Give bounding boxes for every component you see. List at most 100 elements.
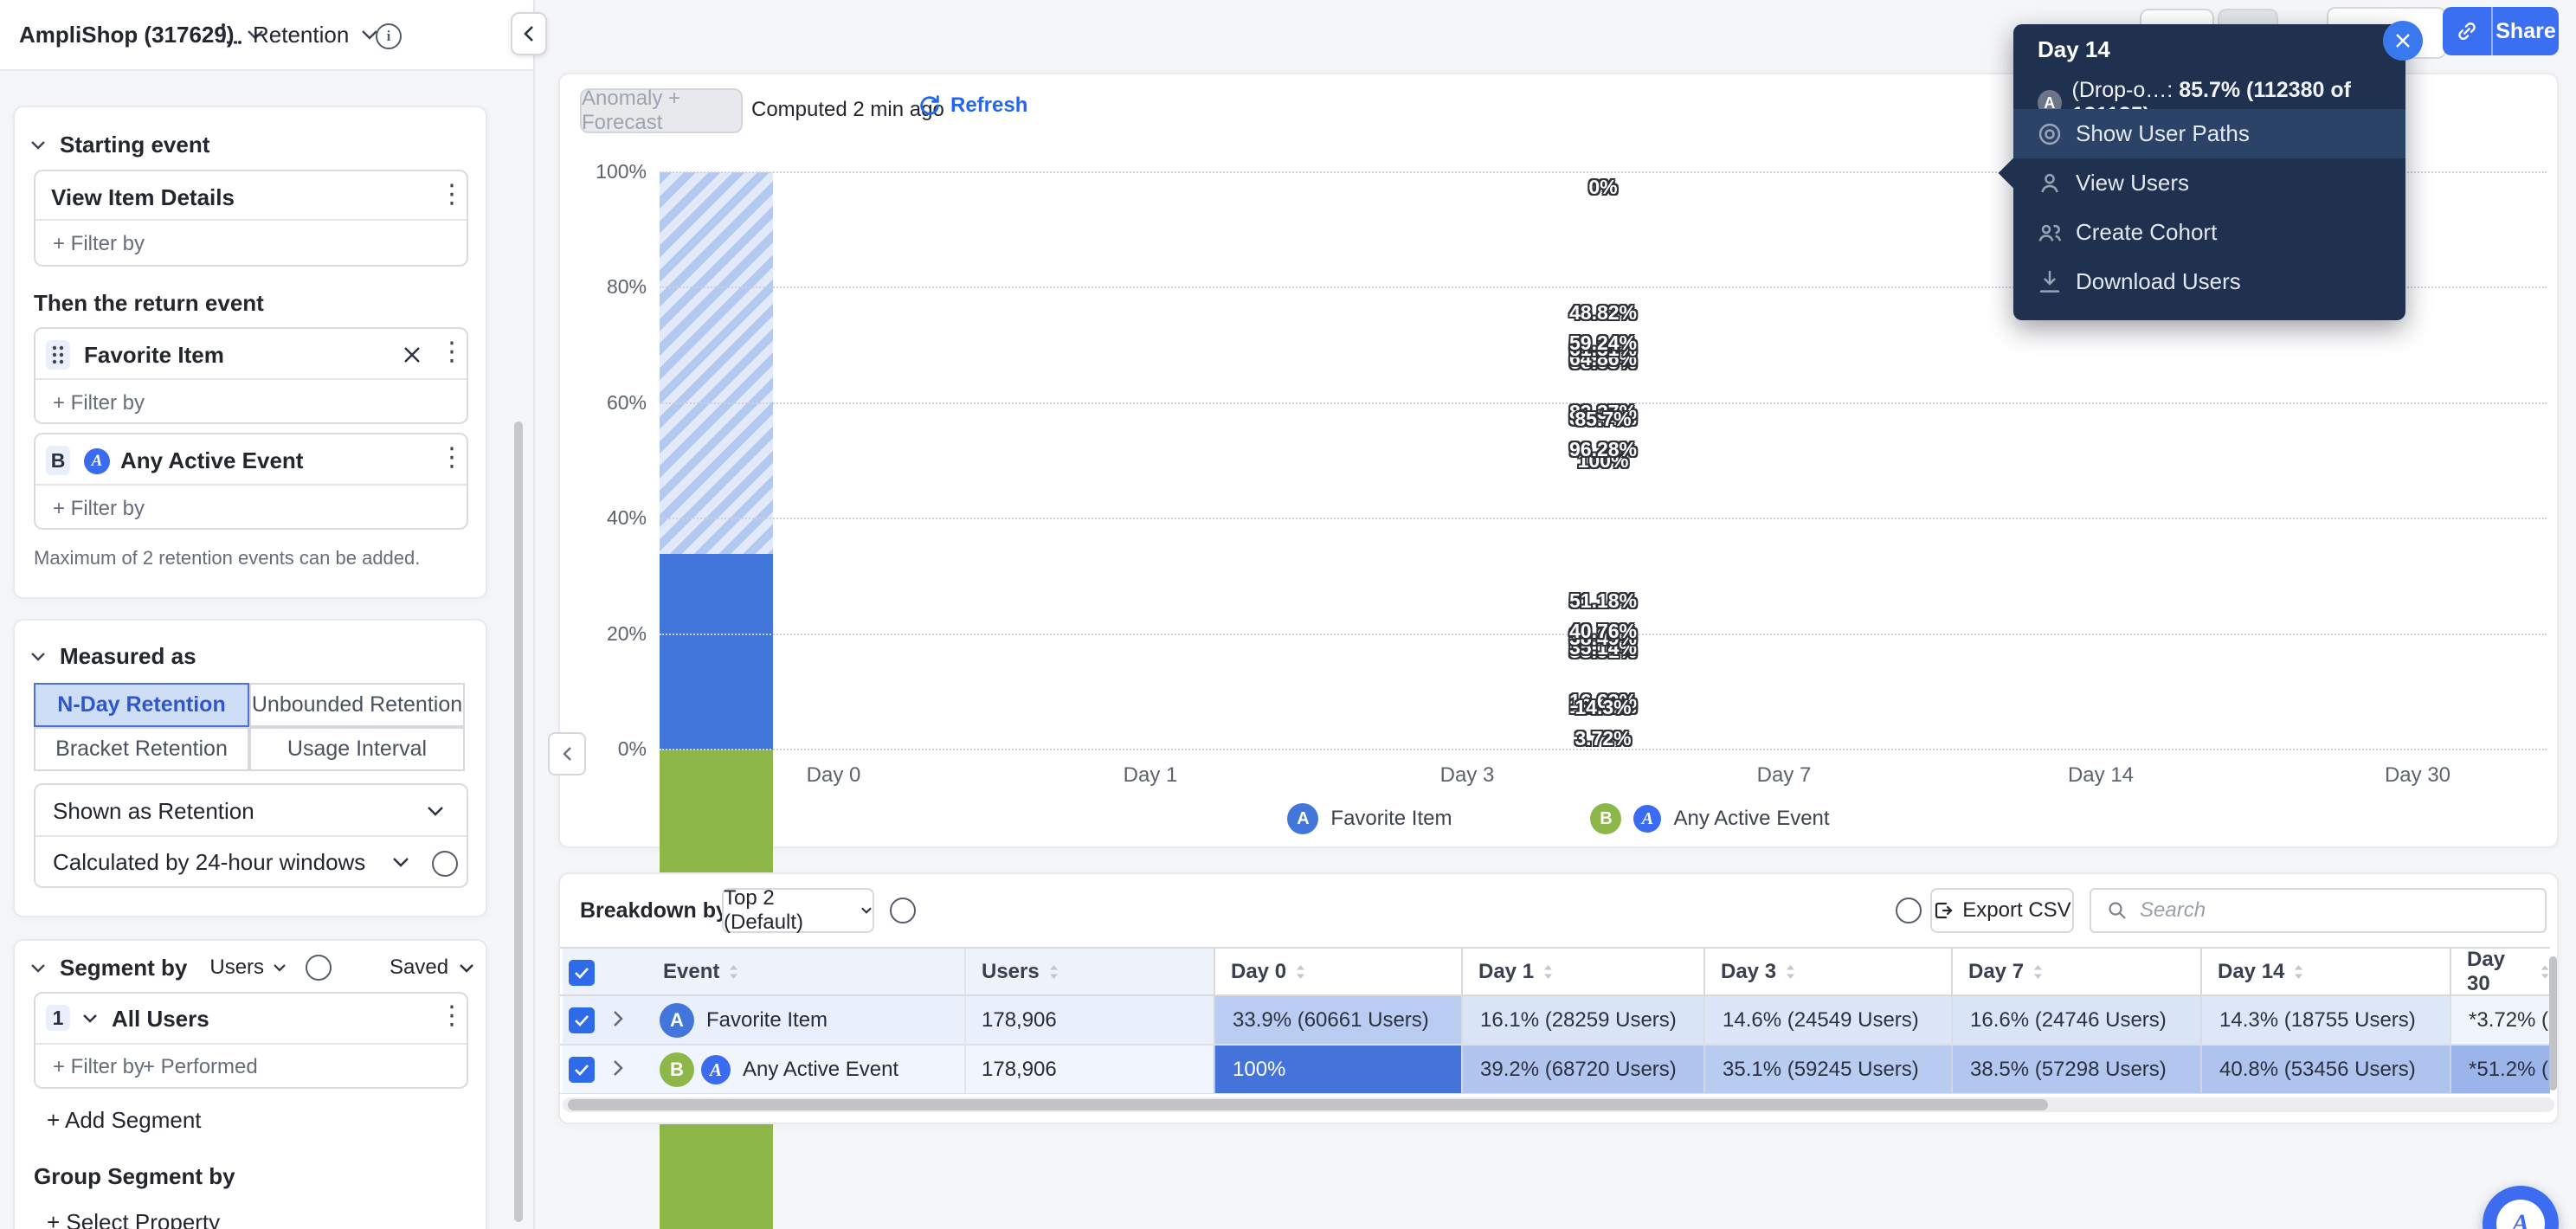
select-all-checkbox[interactable]	[569, 960, 595, 986]
sort-icon[interactable]	[1542, 963, 1554, 981]
day-cell[interactable]: 35.1% (59245 Users)	[1703, 1046, 1951, 1093]
breakdown-dropdown[interactable]: Top 2 (Default)	[722, 886, 874, 934]
chevron-down-icon[interactable]	[30, 963, 46, 973]
search-input[interactable]	[2138, 898, 2545, 923]
event-name-cell[interactable]: Any Active Event	[743, 1057, 899, 1081]
bar-day0-A[interactable]: 66.09% 33.91%	[660, 172, 1637, 750]
day14-context-menu: Day 14 A (Drop-o…: 85.7% (112380 of 1311…	[1998, 24, 2405, 320]
measured-as-section-header[interactable]: Measured as	[30, 643, 196, 670]
analysis-info-icon[interactable]: i	[376, 23, 402, 49]
chart-scroll-left-button[interactable]	[548, 732, 586, 775]
filter-by-button[interactable]: + Filter by	[53, 497, 145, 520]
select-property-button[interactable]: + Select Property	[47, 1209, 221, 1229]
copy-link-button[interactable]	[2443, 7, 2493, 55]
day-cell[interactable]: 40.8% (53456 Users)	[2200, 1046, 2450, 1093]
analysis-type-selector[interactable]: Retention	[253, 0, 378, 69]
table-info-icon[interactable]	[1896, 898, 1922, 923]
menu-item-show-user-paths[interactable]: Show User Paths	[2013, 109, 2405, 158]
sort-icon[interactable]	[2540, 963, 2550, 981]
refresh-button[interactable]: Refresh	[918, 93, 1027, 118]
kebab-menu-icon[interactable]: ⋮	[439, 443, 465, 472]
saved-segments-selector[interactable]: Saved	[390, 955, 474, 981]
anomaly-forecast-button[interactable]: Anomaly + Forecast	[580, 87, 743, 134]
export-csv-button[interactable]: Export CSV	[1930, 888, 2074, 933]
kebab-menu-icon[interactable]: ⋮	[439, 338, 465, 366]
sort-icon[interactable]	[728, 963, 739, 981]
sort-icon[interactable]	[2293, 963, 2304, 981]
sort-icon[interactable]	[2032, 963, 2044, 981]
day-cell[interactable]: 16.1% (28259 Users)	[1461, 996, 1703, 1044]
filter-by-button[interactable]: + Filter by	[53, 1055, 145, 1078]
table-hscroll-thumb[interactable]	[568, 1099, 2048, 1110]
sidebar-collapse-button[interactable]	[511, 12, 547, 55]
sort-icon[interactable]	[1048, 963, 1059, 981]
day-cell[interactable]: *3.72% (12	[2450, 996, 2550, 1044]
menu-item-view-users[interactable]: View Users	[2013, 158, 2405, 208]
measured-as-option-usage-interval[interactable]: Usage Interval	[249, 727, 465, 771]
day-cell[interactable]: 14.6% (24549 Users)	[1703, 996, 1951, 1044]
measured-as-option-unbounded-retention[interactable]: Unbounded Retention	[249, 683, 465, 727]
sort-icon[interactable]	[1785, 963, 1796, 981]
add-segment-button[interactable]: + Add Segment	[47, 1107, 202, 1133]
event-name-cell[interactable]: Favorite Item	[706, 1007, 828, 1032]
starting-event-name[interactable]: View Item Details	[51, 184, 235, 210]
sidebar-scrollbar[interactable]	[514, 421, 523, 1222]
day-cell[interactable]: 100%	[1214, 1046, 1461, 1093]
day-cell[interactable]: 39.2% (68720 Users)	[1461, 1046, 1703, 1093]
column-header-day7[interactable]: Day 7	[1968, 949, 2044, 994]
bar-dropped-segment[interactable]	[660, 172, 773, 554]
column-header-day3[interactable]: Day 3	[1721, 949, 1796, 994]
column-header-day1[interactable]: Day 1	[1478, 949, 1554, 994]
kebab-menu-icon[interactable]: ⋮	[439, 180, 465, 209]
starting-event-section-header[interactable]: Starting event	[30, 132, 209, 158]
kebab-menu-icon[interactable]: ⋮	[439, 1001, 465, 1030]
menu-item-create-cohort[interactable]: Create Cohort	[2013, 208, 2405, 257]
column-header-users[interactable]: Users	[982, 949, 1059, 994]
row-checkbox[interactable]	[569, 1007, 595, 1033]
segment-mode-selector[interactable]: Users	[209, 956, 265, 979]
column-divider	[2200, 949, 2202, 994]
table-vscroll-thumb[interactable]	[2549, 956, 2557, 1091]
column-header-day30[interactable]: Day 30	[2467, 948, 2550, 995]
legend-item-B[interactable]: B A Any Active Event	[1590, 803, 1830, 834]
chevron-down-icon[interactable]	[392, 857, 409, 867]
measured-as-option-bracket-retention[interactable]: Bracket Retention	[34, 727, 249, 771]
measured-as-option-n-day-retention[interactable]: N-Day Retention	[34, 683, 249, 727]
row-checkbox[interactable]	[569, 1057, 595, 1083]
day-cell[interactable]: 38.5% (57298 Users)	[1951, 1046, 2200, 1093]
sort-icon[interactable]	[1295, 963, 1306, 981]
day-cell[interactable]: 16.6% (24746 Users)	[1951, 996, 2200, 1044]
breakdown-info-icon[interactable]	[890, 898, 916, 923]
shown-as-selector[interactable]: Shown as Retention	[53, 798, 254, 824]
return-event-b-name[interactable]: Any Active Event	[120, 447, 304, 473]
day-cell[interactable]: 14.3% (18755 Users)	[2200, 996, 2450, 1044]
remove-event-icon[interactable]	[402, 345, 422, 364]
chevron-down-icon[interactable]	[82, 1013, 98, 1023]
column-header-day0[interactable]: Day 0	[1231, 949, 1306, 994]
share-button[interactable]: Share	[2493, 7, 2559, 55]
column-header-event[interactable]: Event	[663, 949, 739, 994]
segment-info-icon[interactable]	[306, 955, 332, 981]
day-cell[interactable]: *51.2% (17	[2450, 1046, 2550, 1093]
filter-by-button[interactable]: + Filter by	[53, 391, 145, 415]
segment-name[interactable]: All Users	[112, 1006, 209, 1032]
performed-button[interactable]: + Performed	[143, 1055, 258, 1078]
bar-retained-segment[interactable]	[660, 553, 773, 750]
chevron-down-icon[interactable]	[427, 806, 444, 816]
row-expander[interactable]	[613, 1010, 623, 1032]
calculated-by-info-icon[interactable]	[432, 851, 458, 877]
chevron-down-icon	[247, 30, 263, 40]
assistant-floating-button[interactable]: A	[2483, 1186, 2559, 1229]
return-event-a-name[interactable]: Favorite Item	[84, 342, 224, 368]
day-cell[interactable]: 33.9% (60661 Users)	[1214, 996, 1461, 1044]
close-tooltip-button[interactable]	[2383, 21, 2423, 61]
menu-item-download-users[interactable]: Download Users	[2013, 257, 2405, 306]
drag-handle[interactable]	[46, 340, 70, 370]
row-expander[interactable]	[613, 1059, 623, 1081]
project-selector[interactable]: AmpliShop (317629)	[19, 0, 264, 69]
column-header-day14[interactable]: Day 14	[2218, 949, 2304, 994]
filter-by-button[interactable]: + Filter by	[53, 232, 145, 255]
calculated-by-selector[interactable]: Calculated by 24-hour windows	[53, 849, 366, 875]
event-series-badge: A	[660, 1003, 694, 1038]
legend-item-A[interactable]: A Favorite Item	[1287, 803, 1452, 834]
